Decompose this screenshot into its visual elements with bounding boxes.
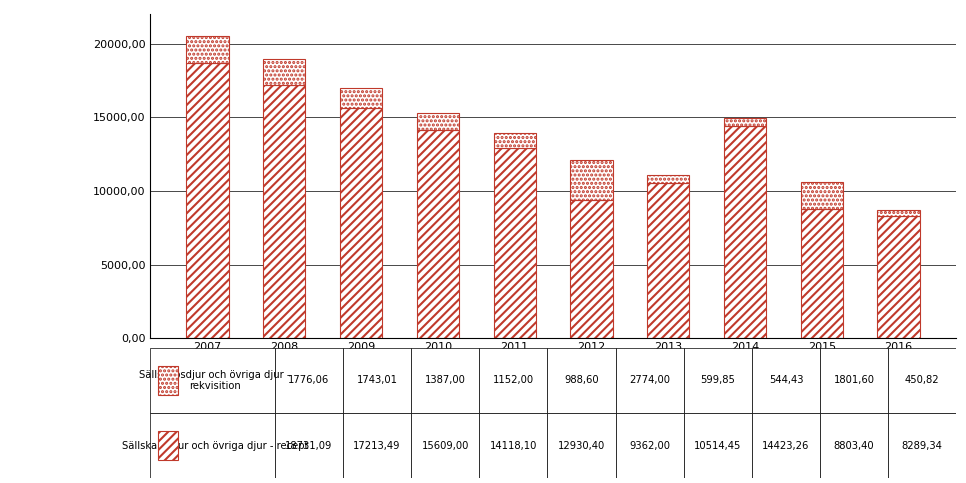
Text: 1743,01: 1743,01: [356, 375, 397, 385]
Text: 988,60: 988,60: [564, 375, 599, 385]
Text: 10514,45: 10514,45: [695, 440, 742, 451]
Bar: [186, 36, 229, 63]
Bar: [570, 159, 612, 200]
Bar: [150, 413, 274, 478]
Bar: [820, 348, 888, 413]
Bar: [877, 210, 920, 216]
Bar: [343, 348, 412, 413]
Bar: [548, 413, 615, 478]
Bar: [724, 126, 766, 338]
Text: 15609,00: 15609,00: [421, 440, 469, 451]
Bar: [274, 413, 343, 478]
Text: 14423,26: 14423,26: [762, 440, 810, 451]
Bar: [820, 413, 888, 478]
Bar: [186, 63, 229, 338]
Bar: [888, 413, 956, 478]
Bar: [647, 184, 690, 338]
Text: 18731,09: 18731,09: [285, 440, 332, 451]
Text: Sällskapsdjur och övriga djur -
rekvisition: Sällskapsdjur och övriga djur - rekvisit…: [139, 369, 291, 391]
Bar: [615, 348, 684, 413]
Bar: [340, 88, 383, 109]
Bar: [494, 148, 536, 338]
Bar: [888, 348, 956, 413]
Bar: [340, 109, 383, 338]
Bar: [157, 431, 178, 460]
Text: 2774,00: 2774,00: [629, 375, 670, 385]
Bar: [615, 413, 684, 478]
Bar: [479, 413, 548, 478]
Bar: [801, 209, 843, 338]
Bar: [570, 200, 612, 338]
Text: 12930,40: 12930,40: [557, 440, 605, 451]
Text: Sällskapsdjur och övriga djur - recept: Sällskapsdjur och övriga djur - recept: [122, 440, 308, 451]
Bar: [343, 413, 412, 478]
Text: 8803,40: 8803,40: [834, 440, 874, 451]
Bar: [263, 85, 305, 338]
Bar: [724, 118, 766, 126]
Bar: [684, 413, 752, 478]
Text: 1776,06: 1776,06: [288, 375, 329, 385]
Bar: [416, 114, 459, 130]
Bar: [801, 182, 843, 209]
Bar: [494, 133, 536, 148]
Bar: [157, 366, 178, 395]
Text: 544,43: 544,43: [769, 375, 803, 385]
Bar: [150, 348, 274, 413]
Bar: [752, 413, 820, 478]
Bar: [412, 413, 479, 478]
Bar: [416, 130, 459, 338]
Text: 9362,00: 9362,00: [629, 440, 670, 451]
Text: 1387,00: 1387,00: [425, 375, 466, 385]
Bar: [877, 216, 920, 338]
Text: 1152,00: 1152,00: [493, 375, 534, 385]
Bar: [752, 348, 820, 413]
Bar: [412, 348, 479, 413]
Text: 599,85: 599,85: [700, 375, 735, 385]
Text: 17213,49: 17213,49: [354, 440, 401, 451]
Bar: [647, 175, 690, 184]
Bar: [479, 348, 548, 413]
Bar: [263, 59, 305, 85]
Text: 1801,60: 1801,60: [834, 375, 874, 385]
Bar: [684, 348, 752, 413]
Text: 14118,10: 14118,10: [490, 440, 537, 451]
Text: 8289,34: 8289,34: [902, 440, 943, 451]
Text: 450,82: 450,82: [905, 375, 940, 385]
Bar: [548, 348, 615, 413]
Bar: [274, 348, 343, 413]
